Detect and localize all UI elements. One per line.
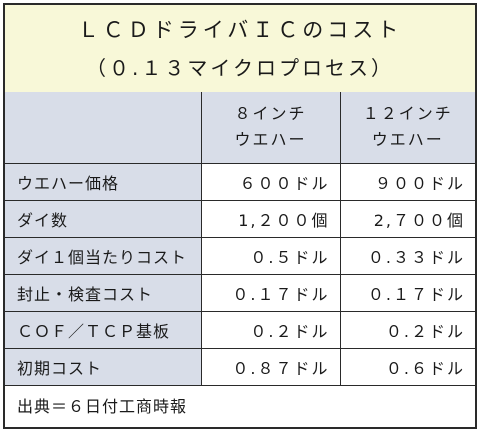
source-note: 出典＝６日付工商時報 <box>5 384 475 424</box>
row-label: ウエハー価格 <box>5 162 202 201</box>
source-row: 出典＝６日付工商時報 <box>5 384 475 424</box>
table-title: ＬＣＤドライバＩＣのコスト （０.１３マイクロプロセス） <box>5 5 475 94</box>
cell-8inch: ６００ドル <box>200 162 341 201</box>
cell-12inch: ０.２ドル <box>339 310 475 349</box>
row-label: ダイ数 <box>5 199 202 238</box>
header-row: ８インチ ウエハー １２インチ ウエハー <box>5 92 475 164</box>
cost-table: ８インチ ウエハー １２インチ ウエハー ウエハー価格 ６００ドル ９００ドル … <box>5 92 475 424</box>
column-header-line-2: ウエハー <box>371 130 444 150</box>
table-row: ダイ１個当たりコスト ０.５ドル ０.３３ドル <box>5 236 475 275</box>
table-row: 初期コスト ０.８７ドル ０.６ドル <box>5 347 475 386</box>
row-label: 封止・検査コスト <box>5 273 202 312</box>
row-label: ダイ１個当たりコスト <box>5 236 202 275</box>
column-header-12inch: １２インチ ウエハー <box>339 92 475 164</box>
column-header-line-1: ８インチ <box>234 104 307 124</box>
cell-12inch: ０.１７ドル <box>339 273 475 312</box>
table-row: 封止・検査コスト ０.１７ドル ０.１７ドル <box>5 273 475 312</box>
cell-8inch: ０.１７ドル <box>200 273 341 312</box>
cell-8inch: 1,２００個 <box>200 199 341 238</box>
row-label: 初期コスト <box>5 347 202 386</box>
column-header-8inch: ８インチ ウエハー <box>200 92 341 164</box>
cell-12inch: ０.６ドル <box>339 347 475 386</box>
table-row: ＣＯＦ／ＴＣＰ基板 ０.２ドル ０.２ドル <box>5 310 475 349</box>
cell-12inch: ９００ドル <box>339 162 475 201</box>
cost-table-frame: ＬＣＤドライバＩＣのコスト （０.１３マイクロプロセス） ８インチ ウエハー １… <box>3 3 477 429</box>
row-label: ＣＯＦ／ＴＣＰ基板 <box>5 310 202 349</box>
header-corner-cell <box>5 92 202 164</box>
column-header-line-1: １２インチ <box>362 104 453 124</box>
cell-8inch: ０.８７ドル <box>200 347 341 386</box>
table-row: ダイ数 1,２００個 2,７００個 <box>5 199 475 238</box>
cell-8inch: ０.２ドル <box>200 310 341 349</box>
title-line-1: ＬＣＤドライバＩＣのコスト <box>77 18 403 42</box>
cell-8inch: ０.５ドル <box>200 236 341 275</box>
column-header-line-2: ウエハー <box>234 130 307 150</box>
cell-12inch: ０.３３ドル <box>339 236 475 275</box>
cell-12inch: 2,７００個 <box>339 199 475 238</box>
table-row: ウエハー価格 ６００ドル ９００ドル <box>5 162 475 201</box>
title-line-2: （０.１３マイクロプロセス） <box>86 56 394 80</box>
